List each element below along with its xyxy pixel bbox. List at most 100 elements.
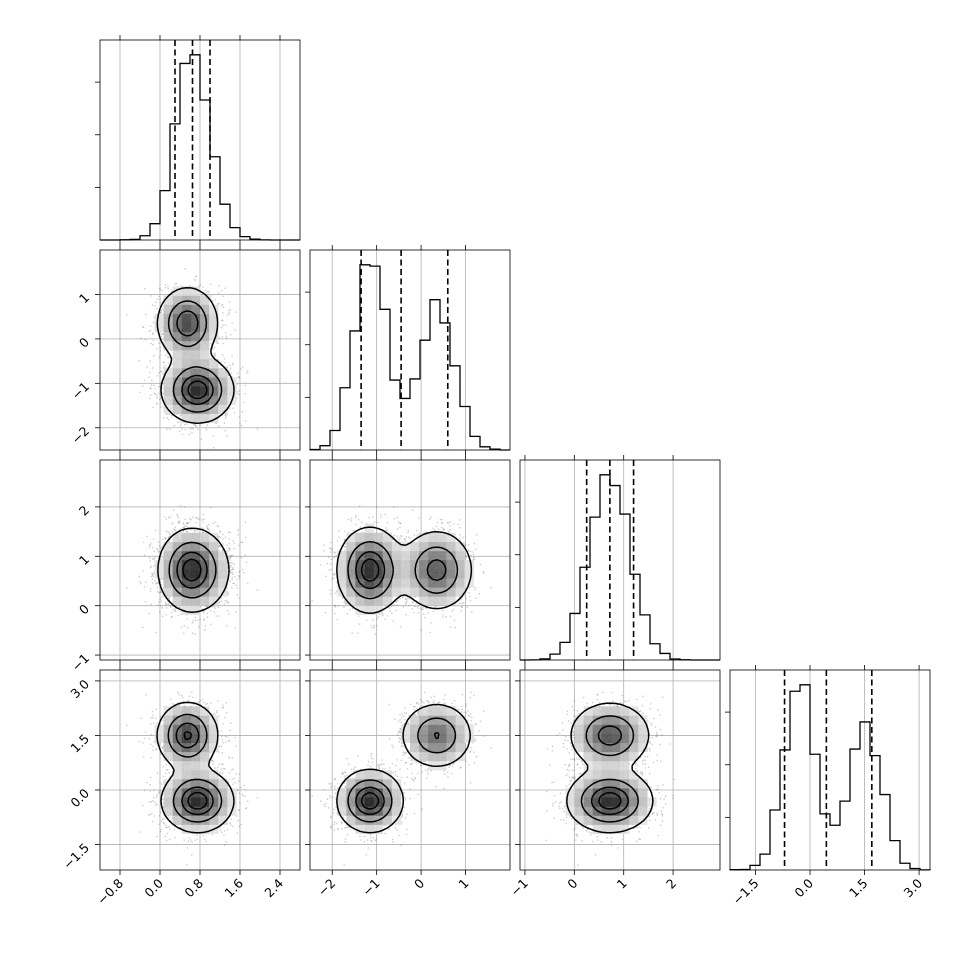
scatter-point <box>164 537 166 539</box>
scatter-point <box>238 376 240 379</box>
scatter-point <box>179 414 182 417</box>
scatter-point <box>221 319 223 322</box>
density-cell <box>218 395 228 405</box>
scatter-point <box>164 286 166 289</box>
scatter-point <box>241 366 244 368</box>
y-tick-label: −2 <box>68 423 92 447</box>
scatter-point <box>172 608 174 611</box>
scatter-point <box>211 352 214 355</box>
scatter-point <box>221 289 223 292</box>
scatter-point <box>162 362 165 364</box>
scatter-point <box>238 597 241 599</box>
scatter-point <box>226 609 229 612</box>
scatter-point <box>244 420 247 422</box>
scatter-point <box>167 285 169 288</box>
scatter-point <box>175 530 177 532</box>
scatter-point <box>159 591 162 593</box>
scatter-point <box>155 301 157 304</box>
density-cell <box>190 386 201 396</box>
scatter-point <box>235 611 237 613</box>
scatter-point <box>197 518 199 521</box>
scatter-point <box>233 411 236 414</box>
scatter-point <box>218 285 220 287</box>
scatter-point <box>211 299 214 302</box>
density-cell <box>209 304 219 314</box>
density-cell <box>218 386 228 396</box>
scatter-point <box>168 536 170 538</box>
density-cell <box>200 359 210 369</box>
scatter-point <box>210 342 212 345</box>
scatter-point <box>212 447 215 449</box>
density-cell <box>200 340 210 351</box>
scatter-point <box>224 415 227 418</box>
scatter-point <box>177 521 180 523</box>
scatter-point <box>181 428 183 430</box>
scatter-point <box>205 429 208 432</box>
scatter-point <box>156 548 158 550</box>
scatter-point <box>237 529 239 531</box>
density-cell <box>200 368 210 378</box>
scatter-point <box>206 612 209 615</box>
scatter-point <box>229 364 231 367</box>
scatter-point <box>142 626 144 629</box>
scatter-point <box>200 438 203 441</box>
density-cell <box>181 359 192 369</box>
scatter-point <box>244 384 247 387</box>
scatter-point <box>166 428 168 430</box>
scatter-point <box>187 521 190 524</box>
scatter-point <box>160 591 162 594</box>
scatter-point <box>233 542 236 545</box>
scatter-point <box>174 608 176 610</box>
scatter-point <box>152 339 154 342</box>
scatter-point <box>229 548 231 550</box>
scatter-point <box>178 522 180 524</box>
scatter-point <box>194 424 197 427</box>
scatter-point <box>224 287 226 290</box>
scatter-point <box>143 288 146 290</box>
scatter-point <box>204 624 207 627</box>
scatter-point <box>232 566 234 569</box>
scatter-point <box>230 561 232 564</box>
scatter-point <box>163 361 165 363</box>
scatter-point <box>195 425 197 428</box>
scatter-point <box>159 301 162 304</box>
density-cell <box>172 377 183 387</box>
contour-level-4 <box>187 380 208 400</box>
scatter-point <box>238 575 241 578</box>
scatter-point <box>229 571 232 573</box>
scatter-point <box>151 574 154 576</box>
scatter-point <box>220 597 222 599</box>
scatter-point <box>243 572 245 574</box>
scatter-point <box>156 582 158 584</box>
histogram-step-3 <box>520 474 720 661</box>
scatter-point <box>150 387 152 390</box>
scatter-point <box>186 531 189 533</box>
scatter-point <box>152 343 154 346</box>
scatter-point <box>214 521 217 524</box>
density-cell <box>190 404 201 414</box>
scatter-point <box>162 544 164 547</box>
density-cell <box>172 359 183 369</box>
scatter-point <box>178 520 181 522</box>
hist-panel-2 <box>305 245 511 455</box>
scatter-point <box>201 527 203 529</box>
axes-frame <box>309 249 511 451</box>
scatter-point <box>186 423 188 426</box>
scatter-point <box>212 348 214 350</box>
scatter-point <box>159 347 161 349</box>
scatter-point <box>195 275 198 278</box>
scatter-point <box>153 384 155 387</box>
scatter-point <box>228 301 231 303</box>
scatter-point <box>162 417 165 419</box>
scatter-point <box>231 355 233 357</box>
scatter-point <box>149 394 152 396</box>
scatter-point <box>157 385 160 388</box>
scatter-point <box>153 392 156 395</box>
scatter-point <box>168 597 171 599</box>
scatter-point <box>226 435 228 437</box>
scatter-point <box>244 554 246 557</box>
contour-lines <box>156 286 235 424</box>
scatter-point <box>159 402 162 404</box>
scatter-point <box>192 427 194 430</box>
